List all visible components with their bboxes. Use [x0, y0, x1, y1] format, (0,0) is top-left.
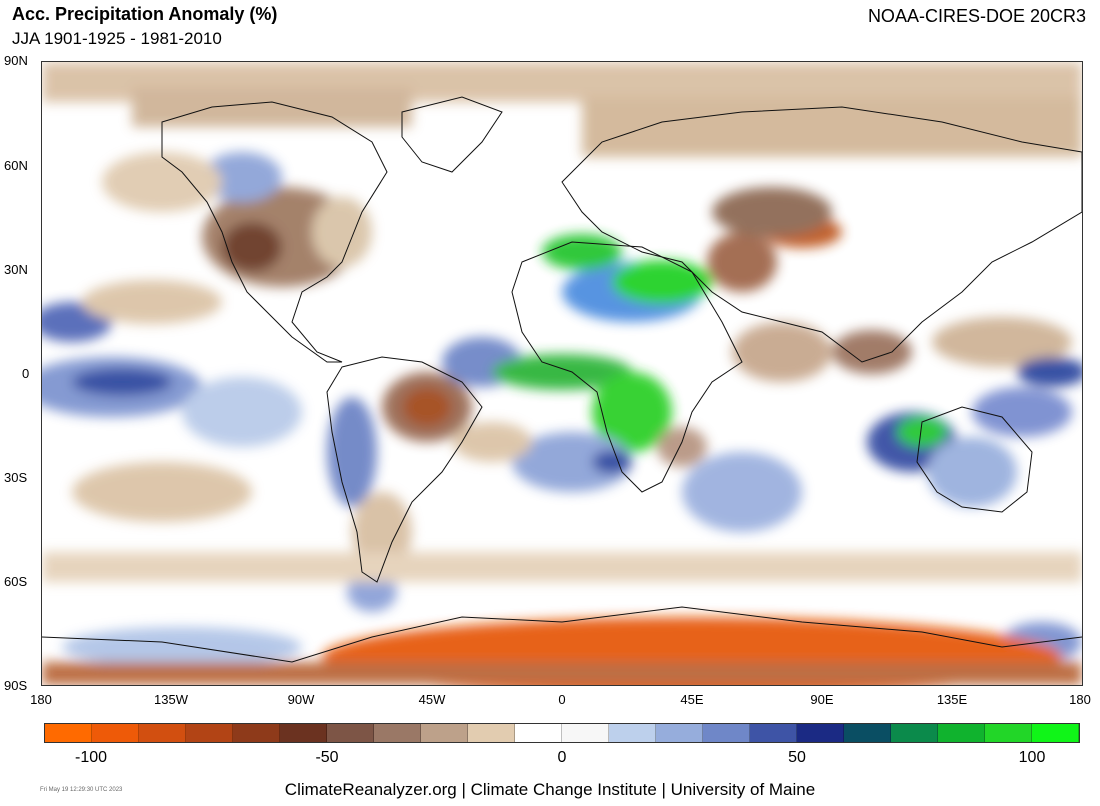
colorbar-swatch	[1032, 724, 1079, 742]
colorbar-swatch	[468, 724, 515, 742]
anomaly-blob	[657, 427, 707, 467]
lon-label-90e: 90E	[810, 692, 834, 707]
colorbar-label-minus100: -100	[74, 749, 108, 766]
colorbar-label-minus50: -50	[315, 749, 339, 766]
anomaly-blob	[897, 417, 947, 447]
colorbar-swatch	[45, 724, 92, 742]
anomaly-blob	[62, 627, 302, 667]
lat-label-30s: 30S	[4, 470, 28, 485]
anomaly-blob	[327, 397, 377, 507]
colorbar-swatch	[938, 724, 985, 742]
colorbar-swatch	[280, 724, 327, 742]
anomaly-blob	[402, 387, 452, 427]
colorbar-swatch	[233, 724, 280, 742]
anomaly-blob	[932, 317, 1072, 367]
lon-label-45e: 45E	[680, 692, 704, 707]
dataset-source: NOAA-CIRES-DOE 20CR3	[867, 6, 1086, 26]
coastline-antarctica	[42, 606, 1082, 663]
coastline-eurasia	[561, 106, 1082, 363]
anomaly-blob	[72, 462, 252, 522]
lat-label-60n: 60N	[4, 158, 28, 173]
precipitation-anomaly-map	[42, 62, 1082, 685]
lon-label-180w: 180	[30, 692, 52, 707]
lat-label-30n: 30N	[4, 262, 28, 277]
coastlines	[42, 96, 1082, 663]
map-title: Acc. Precipitation Anomaly (%)	[12, 4, 278, 24]
anomaly-blob	[582, 97, 1082, 157]
colorbar-swatch	[750, 724, 797, 742]
colorbar-label-50: 50	[788, 749, 806, 766]
map-subtitle: JJA 1901-1925 - 1981-2010	[12, 29, 222, 48]
anomaly-blob	[707, 232, 777, 292]
colorbar-swatch	[374, 724, 421, 742]
colorbar-swatch	[327, 724, 374, 742]
colorbar-swatch	[92, 724, 139, 742]
lon-label-180e: 180	[1069, 692, 1091, 707]
colorbar-swatch	[891, 724, 938, 742]
lon-label-0: 0	[558, 692, 566, 707]
lat-label-90n: 90N	[4, 53, 28, 68]
anomaly-blob	[222, 222, 282, 272]
lon-label-135e: 135E	[936, 692, 968, 707]
anomaly-blob	[927, 437, 1017, 507]
colorbar-swatch	[844, 724, 891, 742]
coastline-australia	[916, 406, 1033, 513]
anomaly-blob	[72, 368, 172, 396]
anomaly-blob	[542, 234, 622, 270]
anomaly-field	[42, 62, 1082, 685]
coastline-north-america	[161, 101, 388, 363]
colorbar-swatch	[139, 724, 186, 742]
anomaly-blob	[42, 552, 1082, 582]
colorbar-swatch	[609, 724, 656, 742]
anomaly-blob	[592, 450, 632, 474]
anomaly-blob	[492, 354, 632, 390]
colorbar-swatch	[562, 724, 609, 742]
anomaly-blob	[452, 422, 532, 462]
anomaly-blob	[972, 387, 1072, 437]
footer-credits: ClimateReanalyzer.org | Climate Change I…	[284, 780, 816, 799]
generated-timestamp: Fri May 19 12:29:30 UTC 2023	[40, 787, 123, 793]
anomaly-blob	[182, 377, 302, 447]
anomaly-blob	[202, 152, 282, 202]
anomaly-blob	[612, 260, 712, 304]
anomaly-blob	[1017, 357, 1082, 387]
colorbar-swatch	[985, 724, 1032, 742]
lon-label-135w: 135W	[154, 692, 188, 707]
coastline-africa	[511, 241, 743, 493]
colorbar-swatch	[421, 724, 468, 742]
colorbar-legend	[44, 723, 1080, 743]
lon-label-45w: 45W	[418, 692, 446, 707]
anomaly-blob	[312, 197, 372, 267]
anomaly-blob	[102, 152, 222, 212]
colorbar-swatch	[186, 724, 233, 742]
anomaly-blob	[832, 330, 912, 374]
anomaly-blob	[592, 372, 672, 452]
lat-label-90s: 90S	[4, 678, 28, 693]
coastline-greenland	[401, 96, 503, 173]
lat-label-equator: 0	[22, 366, 30, 381]
colorbar-swatch	[703, 724, 750, 742]
colorbar-swatch	[656, 724, 703, 742]
colorbar-swatch	[797, 724, 844, 742]
colorbar-label-100: 100	[1018, 749, 1046, 766]
anomaly-blob	[132, 87, 412, 127]
coastline-south-america	[326, 356, 483, 583]
anomaly-blob	[82, 280, 222, 324]
colorbar-label-0: 0	[557, 749, 567, 766]
anomaly-blob	[732, 322, 832, 382]
map-panel	[41, 61, 1083, 686]
anomaly-blob	[42, 662, 1082, 685]
lon-label-90w: 90W	[287, 692, 315, 707]
lat-label-60s: 60S	[4, 574, 28, 589]
colorbar-swatch	[515, 724, 562, 742]
anomaly-blob	[512, 432, 632, 492]
anomaly-blob	[682, 452, 802, 532]
anomaly-blob	[712, 187, 832, 237]
